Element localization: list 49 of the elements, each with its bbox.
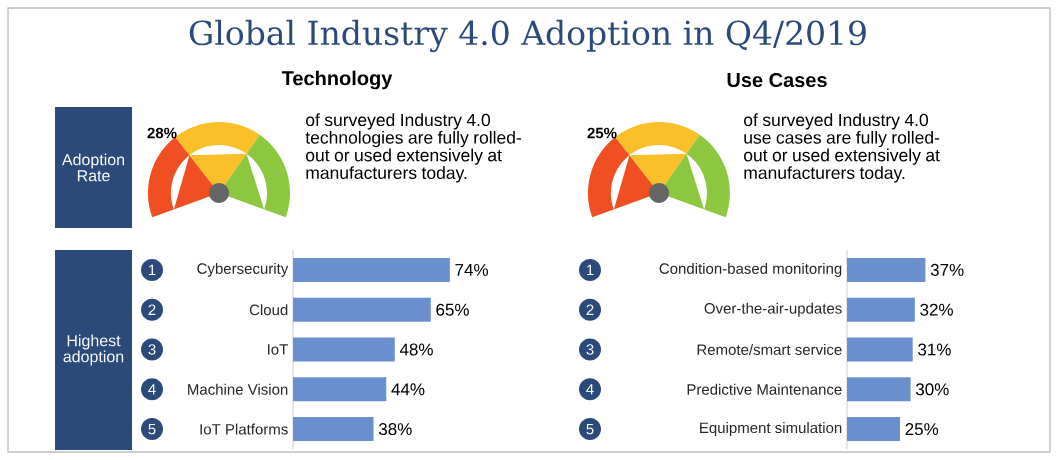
text: Adoption Rate bbox=[61, 153, 125, 182]
text: of surveyed Industry 4.0 technologies are fully rolled-out or used extensively at manufacturers today. bbox=[305, 113, 522, 183]
text: 3 bbox=[586, 344, 594, 355]
text: 25% bbox=[587, 127, 617, 139]
data-label: 31% bbox=[918, 343, 951, 356]
y-tick-label: Condition-based monitoring bbox=[659, 262, 842, 277]
bar bbox=[293, 257, 450, 282]
text: 1 bbox=[586, 264, 594, 276]
data-label: 32% bbox=[920, 303, 953, 316]
text: Highest adoption bbox=[63, 334, 124, 366]
y-tick-label: IoT Platforms bbox=[200, 423, 288, 435]
text: 28% bbox=[147, 127, 177, 139]
y-tick-label: Predictive Maintenance bbox=[687, 383, 842, 395]
data-label: 65% bbox=[436, 303, 469, 316]
bar bbox=[847, 337, 913, 362]
text: 5 bbox=[586, 423, 594, 435]
data-label: 30% bbox=[915, 383, 949, 396]
text: Use Cases bbox=[727, 72, 827, 88]
y-tick-label: Over-the-air-updates bbox=[704, 302, 842, 317]
bar bbox=[293, 337, 395, 362]
text: 2 bbox=[148, 304, 156, 315]
bar bbox=[847, 377, 911, 402]
text: Global Industry 4.0 Adoption in Q4/2019 bbox=[189, 19, 866, 53]
data-label: 48% bbox=[399, 343, 433, 356]
data-label: 38% bbox=[378, 423, 412, 436]
text: 5 bbox=[148, 423, 156, 435]
data-label: 25% bbox=[905, 423, 939, 436]
data-label: 44% bbox=[391, 383, 425, 396]
data-label: 74% bbox=[455, 263, 489, 276]
bar bbox=[847, 297, 915, 322]
data-label: 37% bbox=[930, 263, 964, 276]
text: 1 bbox=[148, 264, 156, 276]
text: of surveyed Industry 4.0 use cases are fully rolled-out or used extensively at manufacturers today. bbox=[744, 113, 940, 183]
y-tick-label: Cloud bbox=[249, 304, 288, 316]
bar bbox=[293, 417, 374, 442]
y-tick-label: Remote/smart service bbox=[697, 343, 842, 355]
bar bbox=[293, 297, 431, 322]
text: 2 bbox=[586, 304, 594, 315]
y-tick-label: Cybersecurity bbox=[197, 262, 289, 277]
text: Technology bbox=[281, 70, 393, 90]
bar bbox=[847, 257, 926, 282]
bar bbox=[293, 377, 387, 402]
y-tick-label: Machine Vision bbox=[188, 383, 288, 395]
text: 4 bbox=[586, 384, 594, 395]
y-tick-label: IoT bbox=[268, 344, 288, 355]
bar bbox=[847, 417, 900, 442]
text: 4 bbox=[148, 384, 156, 395]
text: 3 bbox=[148, 344, 156, 355]
y-tick-label: Equipment simulation bbox=[700, 422, 842, 437]
